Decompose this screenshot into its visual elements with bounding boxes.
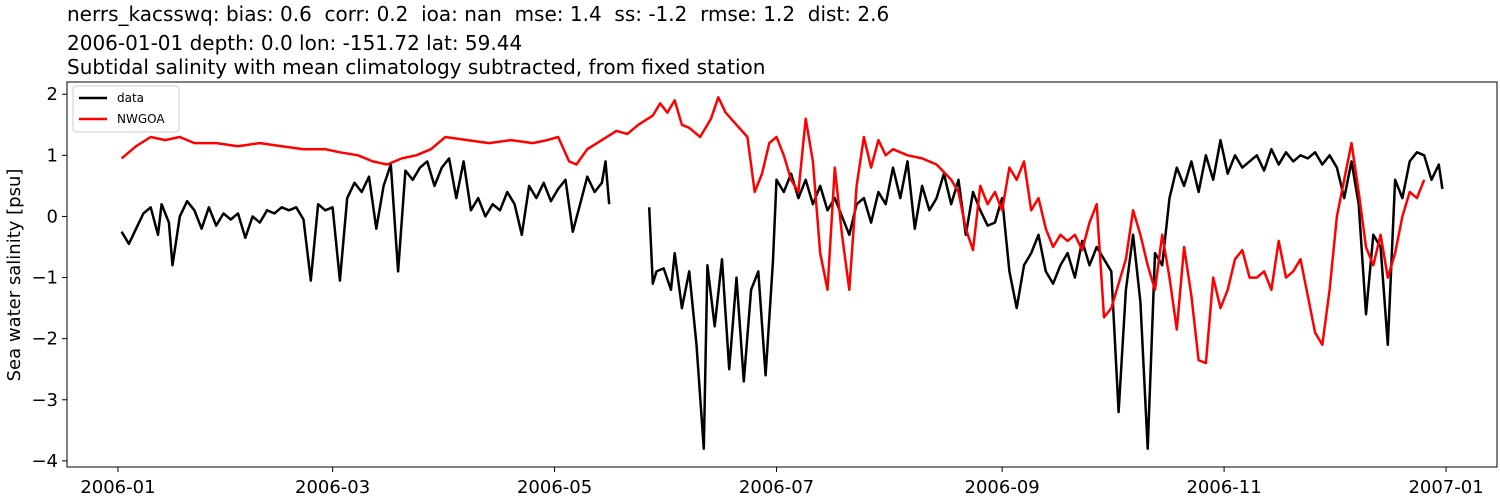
- x-tick-label: 2006-11: [1186, 477, 1261, 498]
- y-tick-label: −3: [31, 390, 58, 411]
- legend: data NWGOA: [72, 85, 180, 133]
- y-axis-label: Sea water salinity [psu]: [4, 169, 25, 382]
- y-tick-label: −1: [31, 268, 58, 289]
- x-tick-label: 2006-01: [80, 477, 155, 498]
- y-tick-label: 1: [47, 145, 58, 166]
- plot-lines: [120, 96, 1444, 450]
- x-tick-label: 2006-03: [295, 477, 370, 498]
- x-axis: 2006-01 2006-03 2006-05 2006-07 2006-09 2006-…: [80, 467, 1484, 498]
- x-tick-label: 2006-09: [965, 477, 1040, 498]
- y-tick-label: 0: [47, 206, 58, 227]
- y-tick-label: −2: [31, 329, 58, 350]
- series-line-data-0: [120, 157, 611, 282]
- x-tick-label: 2006-07: [739, 477, 814, 498]
- y-tick-label: −4: [31, 451, 58, 472]
- y-tick-label: 2: [47, 84, 58, 105]
- x-tick-label: 2006-05: [517, 477, 592, 498]
- legend-label-nwgoa: NWGOA: [117, 112, 165, 126]
- plot-frame: [66, 81, 1498, 468]
- y-axis: −4 −3 −2 −1 0 1 2: [31, 84, 67, 472]
- series-line-data-1: [647, 138, 1444, 450]
- chart-title-line-3: Subtidal salinity with mean climatology …: [67, 55, 766, 79]
- chart-title-line-2: 2006-01-01 depth: 0.0 lon: -151.72 lat: …: [67, 31, 523, 55]
- series-line-nwgoa-0: [120, 96, 1426, 365]
- legend-label-data: data: [117, 91, 144, 105]
- x-tick-label: 2007-01: [1408, 477, 1483, 498]
- chart-title-line-1: nerrs_kacsswq: bias: 0.6 corr: 0.2 ioa: …: [67, 2, 890, 26]
